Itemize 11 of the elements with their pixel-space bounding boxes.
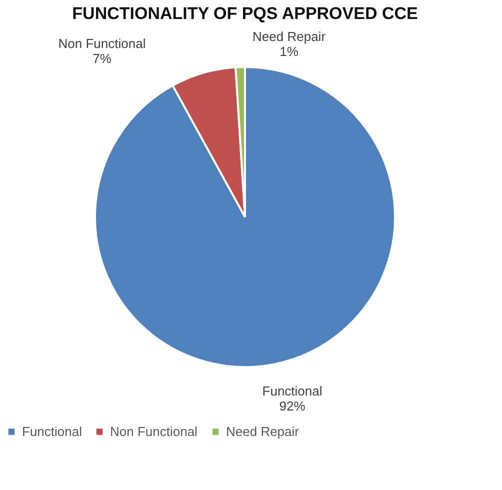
data-label: 1% (280, 44, 299, 60)
legend-label: Non Functional (110, 424, 198, 439)
slice-label: Need Repair (252, 29, 326, 44)
chart-title: FUNCTIONALITY OF PQS APPROVED CCE (72, 4, 418, 23)
slice-label: Functional (262, 383, 322, 398)
data-label: 92% (279, 398, 306, 414)
slice-label: Non Functional (58, 36, 146, 52)
pie-slice (94, 66, 396, 368)
legend-label: Need Repair (226, 424, 300, 439)
data-label: 7% (92, 51, 112, 66)
legend-label: Functional (22, 424, 82, 439)
